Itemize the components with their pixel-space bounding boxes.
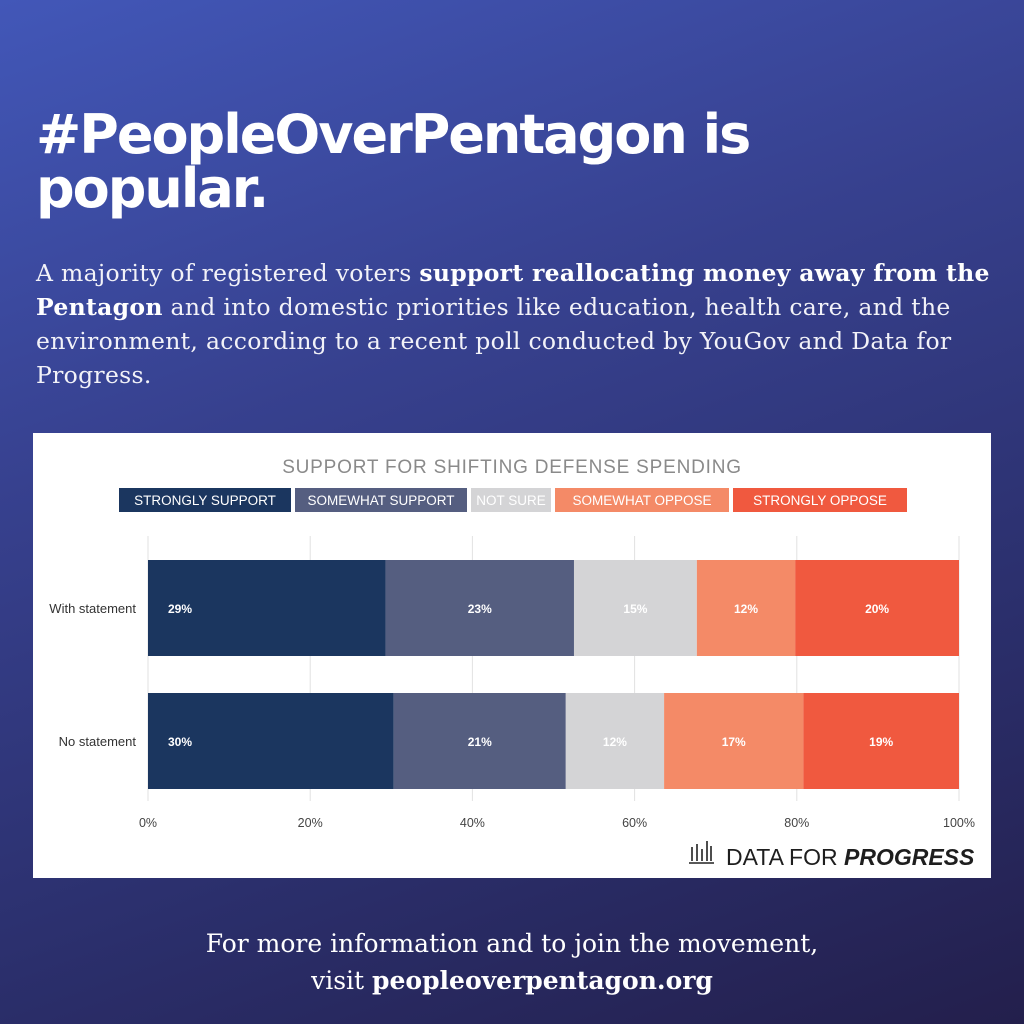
category-label: With statement — [49, 601, 136, 616]
data-label: 19% — [869, 735, 893, 749]
chart-bars: 29% 23% 15% 12% 20% 30% 21% 12% 17% 19% — [148, 560, 959, 789]
legend-swatch-strongly-oppose — [733, 488, 907, 512]
legend-label-strongly-support: STRONGLY SUPPORT — [134, 493, 276, 508]
x-axis-ticks: 0% 20% 40% 60% 80% 100% — [139, 816, 975, 830]
brand-logo: DATA FOR PROGRESS — [689, 841, 975, 870]
data-label: 12% — [734, 602, 758, 616]
bar-segment — [565, 693, 665, 789]
brand-progress: PROGRESS — [844, 844, 975, 870]
subtitle-emphasis: support reallocating money away from the… — [36, 259, 990, 321]
x-tick-label: 100% — [943, 816, 975, 830]
x-tick-label: 60% — [622, 816, 647, 830]
data-label: 29% — [168, 602, 192, 616]
bar-segment — [573, 560, 697, 656]
chart-title: SUPPORT FOR SHIFTING DEFENSE SPENDING — [282, 457, 742, 478]
bar-chart-icon — [689, 841, 714, 864]
data-label: 15% — [623, 602, 647, 616]
stacked-bar-chart: SUPPORT FOR SHIFTING DEFENSE SPENDING ST… — [49, 457, 975, 870]
legend-label-not-sure: NOT SURE — [476, 493, 546, 508]
footer-url-link[interactable]: peopleoverpentagon.org — [372, 966, 713, 995]
data-label: 12% — [603, 735, 627, 749]
bar-segment — [148, 693, 394, 789]
subtitle: A majority of registered voters support … — [36, 256, 996, 392]
bar-segment — [385, 560, 574, 656]
chart-legend: STRONGLY SUPPORT SOMEWHAT SUPPORT NOT SURE… — [119, 488, 907, 512]
legend-swatch-somewhat-support — [295, 488, 467, 512]
subtitle-text: A majority of registered voters — [36, 259, 420, 287]
legend-swatch-not-sure — [471, 488, 551, 512]
bar-segment — [393, 693, 566, 789]
data-label: 20% — [865, 602, 889, 616]
bar-segment — [795, 560, 959, 656]
x-tick-label: 40% — [460, 816, 485, 830]
legend-label-somewhat-oppose: SOMEWHAT OPPOSE — [572, 493, 711, 508]
x-tick-label: 20% — [298, 816, 323, 830]
bar-segment — [664, 693, 804, 789]
legend-swatch-strongly-support — [119, 488, 291, 512]
brand-data-for: DATA FOR — [726, 844, 844, 870]
legend-label-strongly-oppose: STRONGLY OPPOSE — [753, 493, 887, 508]
legend-swatch-somewhat-oppose — [555, 488, 729, 512]
bar-segment — [148, 560, 386, 656]
bar-segment — [803, 693, 959, 789]
chart-card: SUPPORT FOR SHIFTING DEFENSE SPENDING ST… — [33, 433, 991, 878]
footer-visit: visit — [311, 966, 373, 995]
category-label: No statement — [59, 734, 137, 749]
bar-segment — [696, 560, 796, 656]
data-label: 23% — [468, 602, 492, 616]
category-labels: With statement No statement — [49, 601, 136, 749]
legend-label-somewhat-support: SOMEWHAT SUPPORT — [307, 493, 454, 508]
footer: For more information and to join the mov… — [0, 925, 1024, 999]
data-label: 17% — [722, 735, 746, 749]
footer-link-line: visit peopleoverpentagon.org — [0, 962, 1024, 999]
subtitle-text-rest: and into domestic priorities like educat… — [36, 293, 952, 389]
svg-text:DATA FOR PROGRESS: DATA FOR PROGRESS — [726, 844, 975, 870]
x-tick-label: 0% — [139, 816, 157, 830]
headline: #PeopleOverPentagon is popular. — [36, 103, 751, 220]
x-tick-label: 80% — [784, 816, 809, 830]
footer-line: For more information and to join the mov… — [205, 929, 819, 958]
data-label: 30% — [168, 735, 192, 749]
data-label: 21% — [468, 735, 492, 749]
